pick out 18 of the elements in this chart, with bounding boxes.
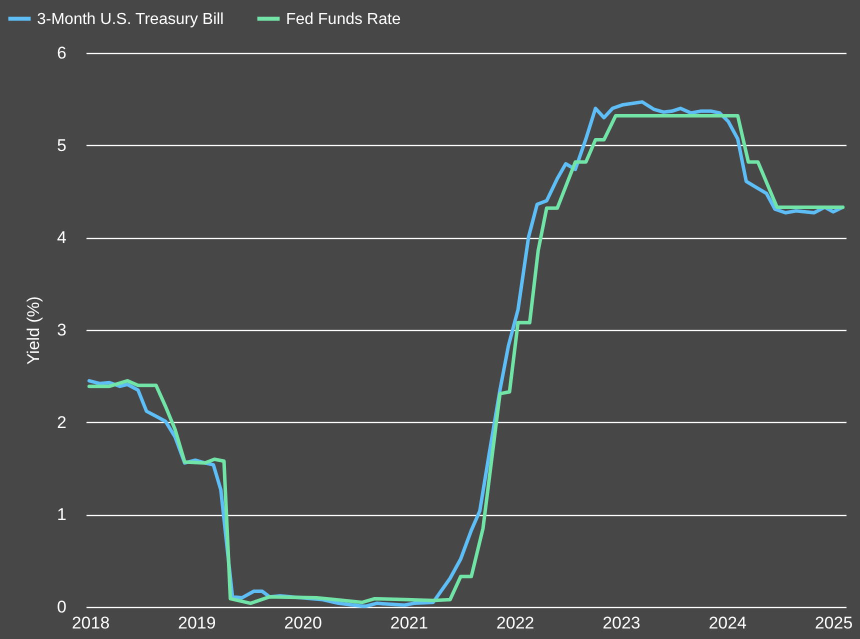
y-axis-title: Yield (%): [24, 296, 44, 365]
y-tick-label: 5: [57, 136, 66, 155]
y-tick-label: 3: [57, 320, 66, 340]
x-tick-label: 2018: [72, 614, 110, 632]
x-tick-label: 2023: [602, 614, 640, 632]
y-tick-label: 6: [57, 44, 66, 62]
legend-label: 3-Month U.S. Treasury Bill: [37, 10, 224, 28]
x-tick-label: 2022: [496, 614, 534, 632]
x-tick-label: 2021: [390, 614, 428, 632]
legend-label: Fed Funds Rate: [286, 10, 401, 28]
x-tick-label: 2025: [814, 614, 853, 632]
y-tick-label: 1: [57, 505, 66, 524]
y-tick-label: 2: [57, 412, 66, 432]
y-tick-label: 0: [57, 598, 66, 616]
y-tick-label: 4: [57, 228, 66, 248]
x-tick-label: 2019: [178, 614, 216, 632]
x-tick-label: 2020: [284, 614, 322, 632]
x-tick-label: 2024: [708, 614, 747, 632]
